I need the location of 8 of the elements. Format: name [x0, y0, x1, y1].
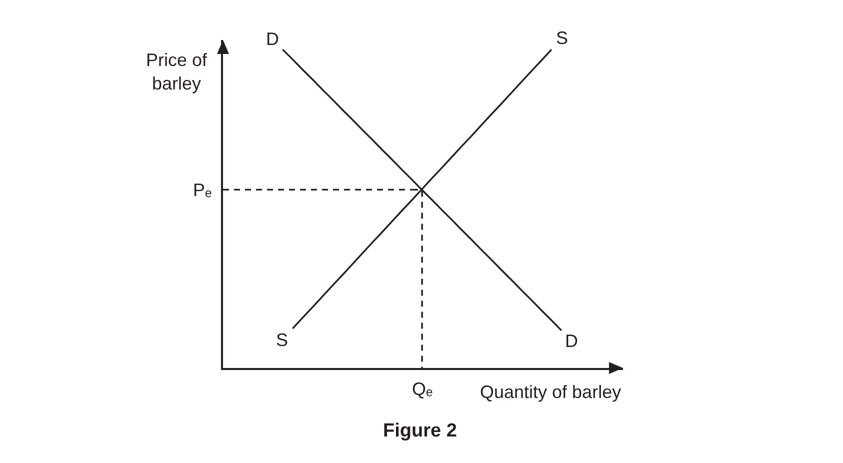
x-axis-title: Quantity of barley	[480, 382, 622, 402]
series-label: Qₑ	[412, 379, 433, 399]
series-label: D	[565, 331, 578, 351]
chart-title: Figure 2	[383, 420, 457, 442]
series-label: Pₑ	[193, 180, 212, 200]
series-label: S	[556, 28, 568, 48]
y-axis-title: Price of barley	[146, 50, 208, 94]
series-label: D	[266, 29, 279, 49]
